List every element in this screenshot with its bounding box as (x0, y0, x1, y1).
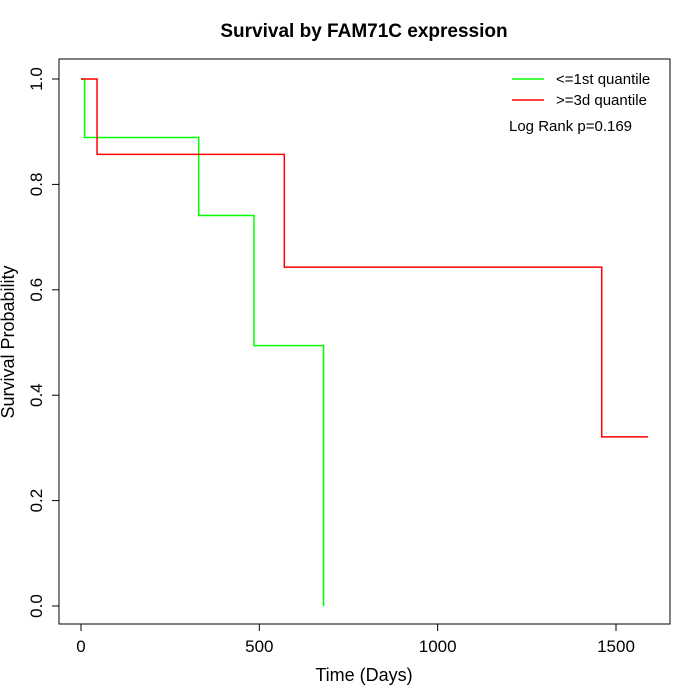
y-tick-label: 0.0 (27, 594, 46, 618)
x-tick-label: 1500 (597, 637, 635, 656)
plot-frame (58, 58, 671, 625)
x-tick-label: 1000 (419, 637, 457, 656)
y-tick-label: 0.8 (27, 173, 46, 197)
series-line-high (81, 78, 649, 438)
y-tick-label: 0.6 (27, 278, 46, 302)
x-tick-label: 500 (245, 637, 273, 656)
legend: <=1st quantile >=3d quantile (512, 71, 650, 109)
legend-label-high: >=3d quantile (556, 92, 647, 109)
y-axis: 0.0 0.2 0.4 0.6 0.8 1.0 (27, 67, 60, 618)
y-tick-label: 1.0 (27, 67, 46, 91)
chart-title: Survival by FAM71C expression (220, 21, 507, 42)
y-tick-label: 0.4 (27, 383, 46, 407)
y-axis-label: Survival Probability (0, 265, 18, 418)
x-tick-label: 0 (76, 637, 85, 656)
x-axis: 0 500 1000 1500 (76, 623, 635, 656)
series-layer (81, 78, 649, 606)
y-tick-label: 0.2 (27, 489, 46, 513)
legend-label-low: <=1st quantile (556, 71, 650, 88)
log-rank-annotation: Log Rank p=0.169 (509, 118, 632, 135)
series-line-low (81, 78, 325, 606)
x-axis-label: Time (Days) (315, 665, 412, 685)
